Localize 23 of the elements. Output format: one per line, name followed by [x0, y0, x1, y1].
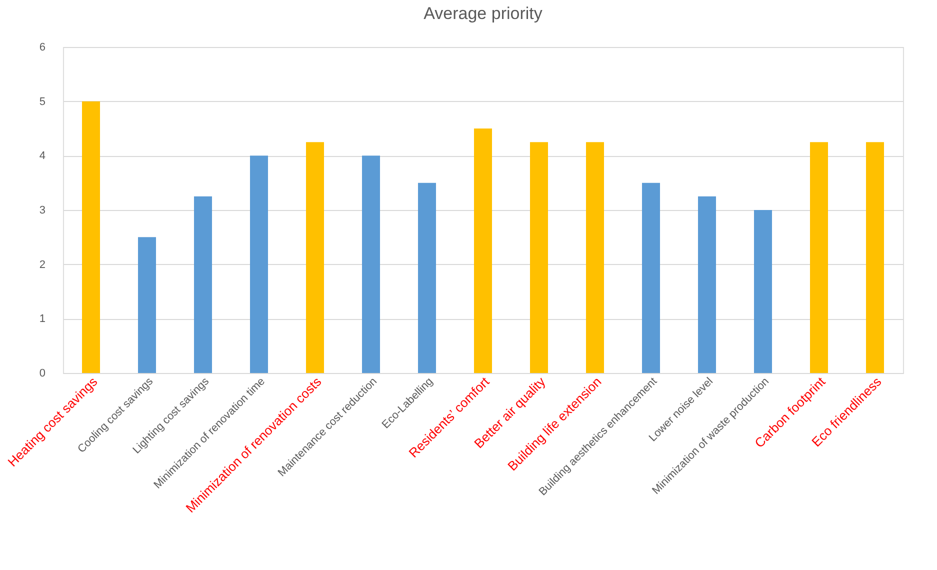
y-tick-label: 1 — [39, 313, 46, 326]
bar — [418, 182, 436, 373]
bar — [194, 196, 212, 373]
y-tick-label: 4 — [39, 150, 46, 162]
bar — [642, 182, 660, 373]
bar — [810, 142, 828, 373]
y-tick-label: 0 — [39, 368, 46, 380]
y-tick-label: 5 — [39, 96, 46, 108]
y-tick-label: 6 — [39, 42, 46, 54]
bar — [138, 237, 156, 373]
bar — [586, 142, 604, 373]
bar — [82, 101, 100, 373]
bar — [250, 156, 268, 373]
bar — [754, 210, 772, 373]
chart-title: Average priority — [424, 4, 543, 23]
y-tick-label: 2 — [39, 258, 46, 271]
bar — [474, 128, 492, 373]
bar — [362, 156, 380, 373]
bar — [530, 142, 548, 373]
bar — [306, 142, 324, 373]
bar — [698, 196, 716, 373]
bar — [866, 142, 884, 373]
y-tick-label: 3 — [39, 204, 46, 216]
